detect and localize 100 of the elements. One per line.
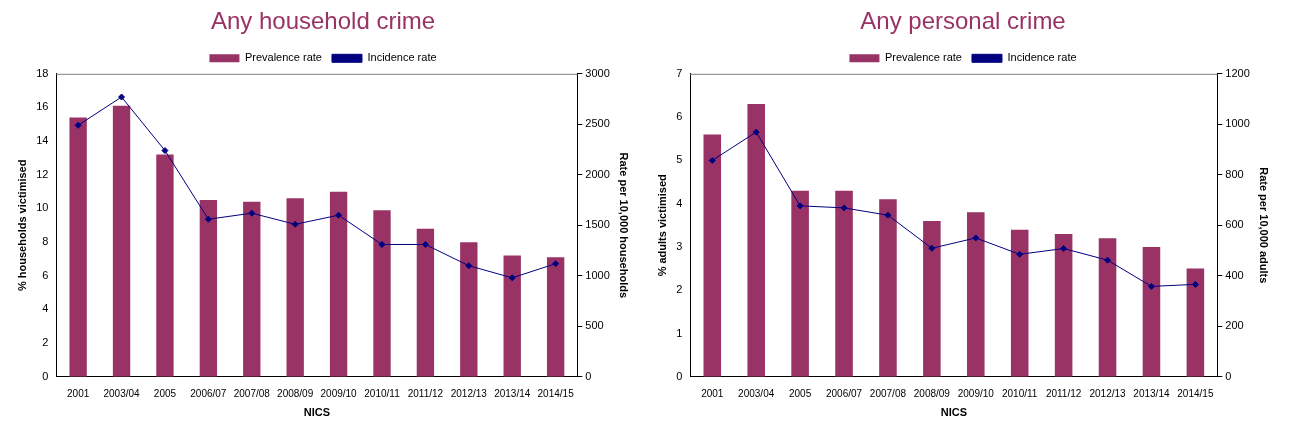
bar <box>373 210 391 377</box>
point <box>204 215 212 223</box>
point <box>508 274 516 282</box>
y2-tick-label: 3000 <box>585 66 610 79</box>
bar <box>243 201 261 377</box>
y2-tick-label: 0 <box>1225 369 1232 382</box>
bar <box>879 199 897 377</box>
bar <box>286 198 304 377</box>
point <box>335 211 343 219</box>
point <box>248 209 256 217</box>
x-tick-label: 2006/07 <box>190 387 227 399</box>
y-tick-label: 18 <box>36 66 49 79</box>
x-tick-label: 2007/08 <box>233 387 271 399</box>
x-tick-label: 2010/11 <box>1002 387 1038 399</box>
point <box>1104 256 1112 264</box>
x-axis-title: NICS <box>940 406 967 419</box>
y-tick-label: 14 <box>36 134 49 147</box>
y2-tick-label: 2000 <box>585 167 610 180</box>
y-tick-label: 16 <box>36 100 49 113</box>
bar <box>503 255 521 377</box>
point <box>291 220 299 228</box>
chart-title: Any personal crime <box>860 7 1066 35</box>
bar <box>703 134 722 377</box>
y-tick-label: 4 <box>676 196 683 209</box>
x-tick-label: 2008/09 <box>913 387 951 399</box>
legend-label: Incidence rate <box>367 51 437 64</box>
point <box>884 211 892 219</box>
point <box>421 240 429 248</box>
y2-tick-label: 1000 <box>1225 117 1250 130</box>
y-tick-label: 6 <box>42 268 49 281</box>
point <box>118 93 126 101</box>
legend-label: Prevalence rate <box>884 51 962 64</box>
x-tick-label: 2005 <box>153 387 177 399</box>
x-tick-label: 2001 <box>67 387 90 399</box>
x-tick-label: 2014/15 <box>1177 387 1214 399</box>
point <box>74 121 82 129</box>
y-tick-label: 2 <box>676 283 683 296</box>
bar <box>1186 268 1205 377</box>
point <box>1191 280 1199 288</box>
bar <box>69 117 87 377</box>
y2-tick-label: 400 <box>1225 268 1244 281</box>
x-tick-label: 2011/12 <box>407 387 444 399</box>
bar <box>416 228 435 377</box>
y2-tick-label: 1500 <box>585 218 610 231</box>
x-tick-label: 2006/07 <box>825 387 863 399</box>
bar <box>923 220 941 377</box>
y-tick-label: 5 <box>676 153 683 166</box>
bar <box>1098 238 1117 377</box>
y2-tick-label: 600 <box>1225 218 1244 231</box>
x-tick-label: 2009/10 <box>320 387 358 399</box>
bar <box>967 212 985 377</box>
y2-tick-label: 2500 <box>585 117 610 130</box>
y2-axis-title: Rate per 10,000 adults <box>1258 167 1271 284</box>
y-tick-label: 8 <box>42 235 49 248</box>
legend-label: Prevalence rate <box>244 51 322 64</box>
x-tick-label: 2007/08 <box>869 387 907 399</box>
y-tick-label: 10 <box>36 201 49 214</box>
y2-tick-label: 500 <box>585 319 604 332</box>
y2-tick-label: 1000 <box>585 268 610 281</box>
y-tick-label: 0 <box>676 369 683 382</box>
x-tick-label: 2011/12 <box>1045 387 1082 399</box>
y-tick-label: 1 <box>676 326 683 339</box>
point <box>752 128 760 136</box>
bar <box>460 242 478 377</box>
y-tick-label: 12 <box>36 167 49 180</box>
x-tick-label: 2008/09 <box>277 387 314 399</box>
bar <box>791 190 809 377</box>
y-tick-label: 3 <box>676 239 683 252</box>
point <box>1147 282 1155 290</box>
point <box>378 240 386 248</box>
bar <box>546 257 565 377</box>
bar <box>1010 229 1029 377</box>
y-tick-label: 2 <box>42 336 49 349</box>
chart-title: Any household crime <box>210 7 436 35</box>
y-axis-title: % adults victimised <box>655 174 668 277</box>
x-tick-label: 2003/04 <box>738 387 775 399</box>
x-axis-title: NICS <box>303 406 331 419</box>
y2-tick-label: 1200 <box>1225 66 1250 79</box>
point <box>796 202 804 210</box>
bar <box>329 191 348 377</box>
y-axis-title: % households victimised <box>15 159 28 292</box>
bar <box>156 154 174 377</box>
point <box>552 260 560 268</box>
x-tick-label: 2012/13 <box>450 387 488 399</box>
point <box>1016 250 1024 258</box>
x-tick-label: 2005 <box>788 387 812 399</box>
point <box>161 147 169 155</box>
y2-tick-label: 800 <box>1225 167 1244 180</box>
bar <box>835 190 853 377</box>
point <box>972 234 980 242</box>
point <box>840 204 848 212</box>
point <box>708 156 716 164</box>
bar <box>112 105 131 377</box>
bar <box>1054 233 1073 377</box>
bar <box>1142 246 1161 377</box>
x-tick-label: 2010/11 <box>364 387 401 399</box>
y2-tick-label: 0 <box>585 369 592 382</box>
x-tick-label: 2001 <box>701 387 724 399</box>
bar <box>199 200 218 377</box>
x-tick-label: 2013/14 <box>1133 387 1170 399</box>
